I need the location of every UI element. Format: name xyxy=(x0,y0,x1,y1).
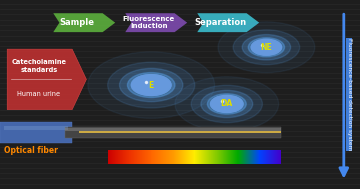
Text: Fluorescence-based detection system: Fluorescence-based detection system xyxy=(347,38,352,151)
Text: E: E xyxy=(149,81,154,90)
Bar xyxy=(65,128,281,131)
Circle shape xyxy=(242,35,291,60)
Circle shape xyxy=(211,95,243,112)
Text: Separation: Separation xyxy=(195,18,247,27)
Circle shape xyxy=(191,85,262,123)
Circle shape xyxy=(108,62,195,108)
Circle shape xyxy=(127,73,175,98)
Text: DA: DA xyxy=(221,99,233,108)
Circle shape xyxy=(211,95,243,112)
Circle shape xyxy=(207,94,246,114)
Circle shape xyxy=(120,68,183,102)
Circle shape xyxy=(248,38,284,57)
Text: Optical fiber: Optical fiber xyxy=(4,146,58,155)
Circle shape xyxy=(251,39,282,55)
Circle shape xyxy=(175,77,279,131)
Circle shape xyxy=(218,22,315,73)
Circle shape xyxy=(251,39,282,55)
Bar xyxy=(79,131,281,133)
Polygon shape xyxy=(197,13,259,32)
Circle shape xyxy=(201,90,253,118)
Bar xyxy=(65,127,281,138)
Bar xyxy=(4,126,68,130)
Circle shape xyxy=(131,75,171,95)
Circle shape xyxy=(88,52,215,118)
Text: Catecholamine
standards: Catecholamine standards xyxy=(12,59,66,73)
Polygon shape xyxy=(125,13,187,32)
Text: Human urine: Human urine xyxy=(17,91,60,97)
Circle shape xyxy=(131,75,171,95)
Bar xyxy=(0,122,72,143)
Polygon shape xyxy=(53,13,115,32)
Polygon shape xyxy=(7,49,86,110)
Text: NE: NE xyxy=(261,43,272,52)
Circle shape xyxy=(233,30,300,65)
Text: Fluorescence
induction: Fluorescence induction xyxy=(123,16,175,29)
Text: Sample: Sample xyxy=(59,18,94,27)
